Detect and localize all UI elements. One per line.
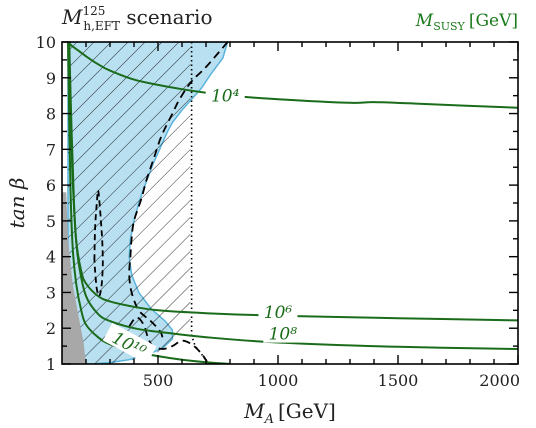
contour-label-backdrop bbox=[205, 84, 245, 105]
contour-label-backdrop bbox=[263, 322, 303, 343]
chart-title: M125 h,EFT scenario bbox=[61, 4, 213, 33]
y-tick-label: 6 bbox=[46, 176, 56, 195]
y-tick-label: 10 bbox=[36, 33, 56, 52]
x-tick-label: 1500 bbox=[378, 371, 419, 390]
x-tick-label: 1000 bbox=[258, 371, 299, 390]
y-tick-label: 7 bbox=[46, 140, 56, 159]
y-tick-label: 3 bbox=[46, 283, 56, 302]
y-tick-label: 5 bbox=[46, 212, 56, 231]
title-sub: h,EFT bbox=[83, 19, 120, 33]
axes: 1 2 3 4 5 6 7 8 9 10 500 1000 1500 2000 bbox=[36, 33, 520, 390]
y-tick-label: 2 bbox=[46, 319, 56, 338]
contour-label-2: 10⁶ bbox=[264, 303, 293, 323]
x-tick-label: 500 bbox=[143, 371, 174, 390]
title-sup: 125 bbox=[82, 4, 105, 18]
contour-label-1: 10⁴ bbox=[211, 87, 240, 107]
contour-label-backdrop bbox=[258, 301, 298, 322]
contour-label-backdrop bbox=[102, 322, 157, 364]
title-base: M bbox=[61, 5, 83, 29]
contour-label-3: 10⁸ bbox=[269, 325, 298, 345]
msusy-contour-1 bbox=[67, 42, 518, 109]
dashed-boundary-line bbox=[128, 42, 229, 340]
legend-unit: [GeV] bbox=[469, 11, 518, 31]
grey-region bbox=[62, 192, 86, 364]
legend-sub: SUSY bbox=[433, 20, 465, 33]
x-axis-label: MA [GeV] bbox=[243, 399, 336, 427]
x-tick-label: 2000 bbox=[479, 371, 520, 390]
title-text: scenario bbox=[120, 5, 212, 29]
y-tick-label: 1 bbox=[46, 355, 56, 374]
dashed-island-contour bbox=[93, 189, 104, 297]
xlabel-base: M bbox=[243, 399, 265, 423]
xlabel-sub: A bbox=[264, 412, 274, 427]
legend-base: M bbox=[415, 11, 434, 31]
hatched-region bbox=[68, 42, 191, 364]
y-tick-label: 8 bbox=[46, 105, 56, 124]
y-tick-label: 9 bbox=[46, 69, 56, 88]
xlabel-unit: [GeV] bbox=[278, 399, 336, 423]
legend-label: MSUSY [GeV] bbox=[415, 11, 518, 33]
y-tick-label: 4 bbox=[46, 248, 56, 267]
y-axis-label: tan β bbox=[5, 178, 29, 229]
msusy-contour-3 bbox=[68, 42, 518, 350]
